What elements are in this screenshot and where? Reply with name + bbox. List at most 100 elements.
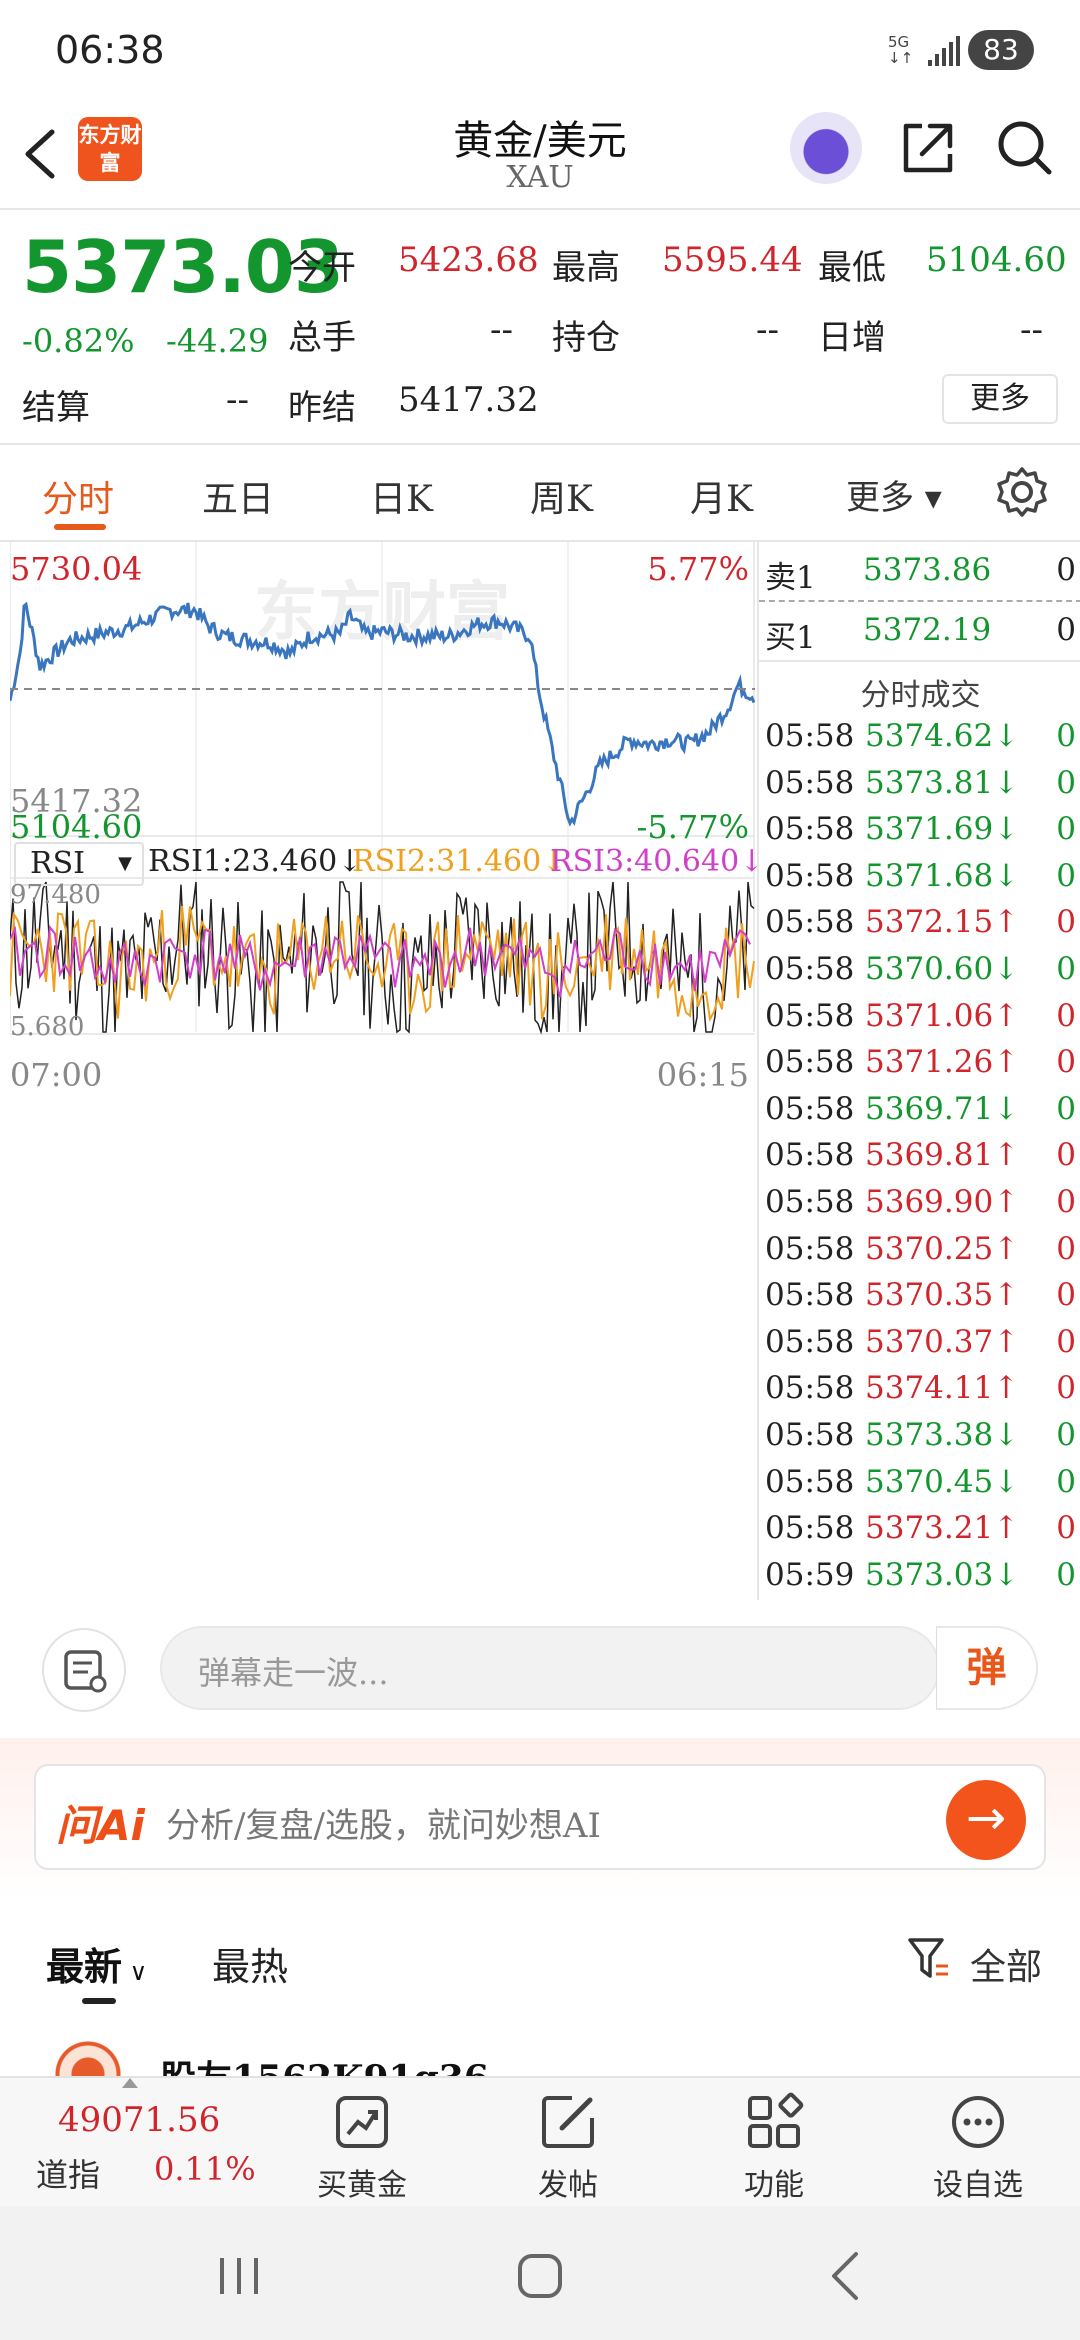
- tick-time: 05:58: [765, 1417, 855, 1453]
- tick-time: 05:58: [765, 1463, 855, 1500]
- divider: [0, 443, 1080, 445]
- tick-price: 5370.25↑: [865, 1230, 1020, 1267]
- tick-price: 5373.81↓: [865, 764, 1020, 801]
- tick-price: 5374.62↓: [865, 718, 1020, 754]
- ask-price: 5373.86: [863, 552, 992, 588]
- tick-time: 05:58: [765, 857, 855, 894]
- feed-tab-latest[interactable]: 最新 ∨: [46, 1936, 147, 1991]
- ask-volume: 0: [1056, 552, 1076, 588]
- time-end: 06:15: [656, 1056, 749, 1094]
- tick-row: 05:58 5370.37↑ 0: [759, 1324, 1080, 1370]
- bid-volume: 0: [1056, 612, 1076, 648]
- tick-row: 05:58 5370.60↓ 0: [759, 951, 1080, 997]
- grid-icon: [748, 2092, 804, 2148]
- volume-label: 总手: [288, 318, 356, 358]
- tick-row: 05:58 5371.69↓ 0: [759, 811, 1080, 857]
- tick-volume: 0: [1056, 1417, 1076, 1453]
- tick-time: 05:58: [765, 1510, 855, 1547]
- prev-settle-label: 昨结: [288, 388, 356, 428]
- tick-row: 05:58 5373.81↓ 0: [759, 765, 1080, 811]
- tick-volume: 0: [1056, 764, 1076, 801]
- settings-gear-icon[interactable]: [996, 466, 1048, 518]
- chart-canvas: 东方财富: [10, 542, 755, 1035]
- tick-time: 05:58: [765, 1090, 855, 1127]
- add-watchlist-button[interactable]: 设自选: [908, 2078, 1048, 2208]
- tick-row: 05:58 5373.21↑ 0: [759, 1510, 1080, 1556]
- bid-price: 5372.19: [863, 612, 992, 648]
- danmaku-input[interactable]: 弹幕走一波...: [160, 1626, 940, 1710]
- intraday-chart[interactable]: 东方财富 5730.04 5.77% 5417.32 5104.60 -5.77…: [10, 542, 764, 1542]
- volume-value: --: [490, 310, 513, 350]
- indicator-selector[interactable]: RSI ▼: [14, 842, 144, 886]
- time-start: 07:00: [10, 1056, 103, 1094]
- ai-logo: 问Ai: [56, 1801, 145, 1850]
- tick-row: 05:58 5370.45↓ 0: [759, 1464, 1080, 1510]
- buy-gold-button[interactable]: 买黄金: [292, 2078, 432, 2208]
- buy-gold-label: 买黄金: [317, 2168, 407, 2203]
- battery-indicator: 83: [968, 30, 1034, 70]
- ask-row: 卖1 5373.86 0: [759, 552, 1080, 598]
- tab-intraday[interactable]: 分时: [42, 479, 115, 520]
- tick-volume: 0: [1056, 857, 1076, 894]
- network-label: 5G: [888, 33, 910, 51]
- search-icon[interactable]: [995, 118, 1055, 178]
- header: 东方财富 黄金/美元 XAU: [0, 100, 1080, 210]
- tick-price: 5370.45↓: [865, 1463, 1020, 1500]
- assistant-avatar-icon[interactable]: [790, 112, 862, 184]
- tab-five-day[interactable]: 五日: [202, 479, 275, 520]
- tick-row: 05:58 5369.71↓ 0: [759, 1091, 1080, 1137]
- home-icon[interactable]: [516, 2252, 564, 2300]
- feed-tab-latest-label: 最新: [46, 1944, 123, 1989]
- tick-volume: 0: [1056, 997, 1076, 1034]
- high-value: 5595.44: [662, 240, 803, 280]
- more-button[interactable]: 更多: [942, 374, 1058, 424]
- rsi2-value: RSI2:31.460↓: [352, 844, 567, 879]
- danmaku-settings-icon[interactable]: [42, 1628, 126, 1712]
- danmaku-send-button[interactable]: 弹: [936, 1626, 1038, 1710]
- tick-price: 5369.81↑: [865, 1137, 1020, 1174]
- tick-row: 05:58 5370.35↑ 0: [759, 1277, 1080, 1323]
- tab-weekly-k[interactable]: 周K: [530, 479, 593, 520]
- tick-price: 5372.15↑: [865, 904, 1020, 941]
- recent-apps-icon[interactable]: [216, 2254, 262, 2298]
- tick-volume: 0: [1056, 1370, 1076, 1407]
- change-value: -44.29: [166, 322, 269, 360]
- share-icon[interactable]: [900, 120, 956, 176]
- tick-volume: 0: [1056, 1137, 1076, 1174]
- tick-time: 05:58: [765, 1230, 855, 1267]
- tab-more[interactable]: 更多 ▾: [846, 478, 942, 518]
- index-pct[interactable]: 0.11%: [154, 2150, 256, 2188]
- chart-up-icon: [336, 2096, 388, 2148]
- ai-search-box[interactable]: 问Ai 分析/复盘/选股，就问妙想AI →: [34, 1764, 1046, 1870]
- bottom-toolbar: 49071.56 道指 0.11% 买黄金 发帖 功能 设自选: [0, 2076, 1080, 2206]
- post-button[interactable]: 发帖: [498, 2078, 638, 2208]
- index-value[interactable]: 49071.56: [58, 2100, 221, 2140]
- tick-volume: 0: [1056, 1556, 1076, 1593]
- active-tab-indicator: [54, 524, 106, 530]
- functions-button[interactable]: 功能: [704, 2078, 844, 2208]
- filter-icon[interactable]: [906, 1934, 950, 1984]
- low-value: 5104.60: [926, 240, 1067, 280]
- tick-row: 05:58 5371.06↑ 0: [759, 998, 1080, 1044]
- tick-time: 05:58: [765, 1370, 855, 1407]
- rsi3-value: RSI3:40.640↓: [550, 844, 765, 879]
- feed-tab-hot[interactable]: 最热: [212, 1945, 289, 1989]
- page-subtitle: XAU: [506, 160, 574, 195]
- ai-go-arrow-icon[interactable]: →: [946, 1780, 1026, 1860]
- back-icon[interactable]: [20, 128, 60, 180]
- chart-grid: [10, 542, 755, 1035]
- tick-price: 5371.69↓: [865, 811, 1020, 848]
- tab-daily-k[interactable]: 日K: [370, 479, 433, 520]
- tick-time: 05:58: [765, 951, 855, 987]
- tab-monthly-k[interactable]: 月K: [690, 479, 753, 520]
- bid-label: 买1: [765, 620, 816, 656]
- app-logo[interactable]: 东方财富: [78, 117, 142, 181]
- status-bar: 06:38 5G ↓↑ 83: [0, 0, 1080, 100]
- low-label: 最低: [818, 248, 886, 288]
- nav-back-icon[interactable]: [826, 2250, 862, 2302]
- index-name[interactable]: 道指: [36, 2156, 101, 2194]
- functions-label: 功能: [744, 2168, 804, 2203]
- expand-up-icon[interactable]: [122, 2078, 138, 2088]
- high-label: 最高: [552, 248, 620, 288]
- feed-filter-all[interactable]: 全部: [970, 1947, 1043, 1988]
